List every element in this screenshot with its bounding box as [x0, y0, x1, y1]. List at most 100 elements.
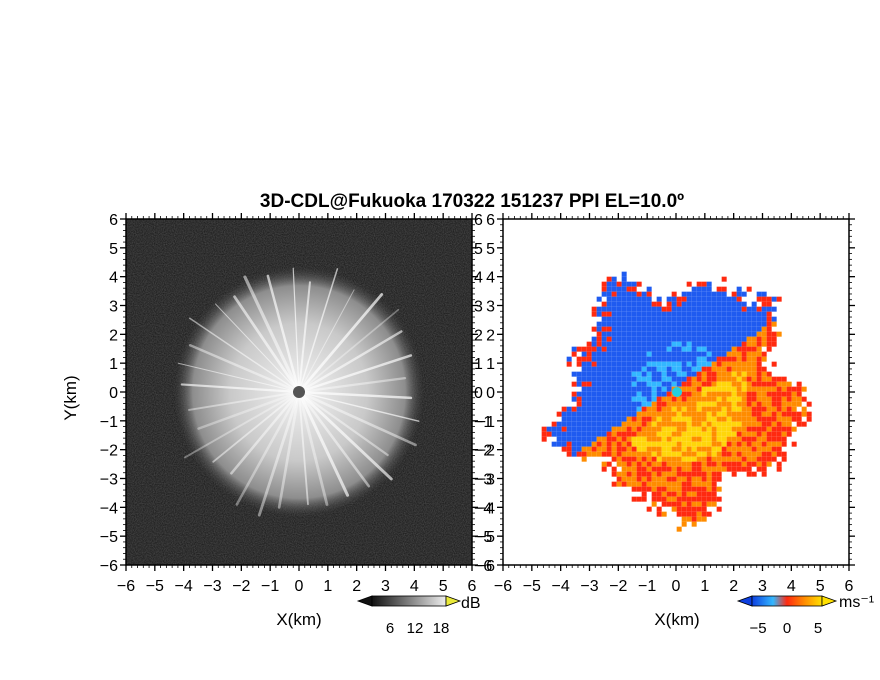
velocity-cell	[746, 351, 752, 357]
velocity-cell	[751, 326, 757, 332]
velocity-cell	[686, 471, 692, 477]
velocity-cell	[771, 451, 777, 457]
velocity-cell	[711, 306, 717, 312]
velocity-cell	[711, 501, 717, 507]
x-tick-label: −1	[638, 578, 656, 595]
velocity-cell	[736, 301, 742, 307]
velocity-cell	[731, 416, 737, 422]
velocity-cell	[641, 331, 647, 337]
velocity-cell	[716, 436, 722, 442]
velocity-cell	[726, 451, 732, 457]
velocity-cell	[786, 391, 792, 397]
velocity-cell	[631, 376, 637, 382]
velocity-cell	[731, 391, 737, 397]
velocity-cell	[711, 411, 717, 417]
velocity-cell	[796, 421, 802, 427]
velocity-cell	[681, 336, 687, 342]
velocity-cell	[786, 416, 792, 422]
velocity-cell	[626, 401, 632, 407]
velocity-cell	[731, 466, 737, 472]
velocity-cell	[701, 461, 707, 467]
velocity-cell	[706, 451, 712, 457]
velocity-cell	[736, 391, 742, 397]
velocity-cell	[736, 321, 742, 327]
velocity-cell	[626, 356, 632, 362]
velocity-cell	[646, 371, 652, 377]
y-tick-label: −2	[100, 443, 118, 460]
reflectivity-ray	[298, 391, 420, 422]
velocity-cell	[696, 366, 702, 372]
velocity-cell	[611, 366, 617, 372]
velocity-cell	[566, 411, 572, 417]
velocity-cell	[611, 361, 617, 367]
velocity-cell	[686, 461, 692, 467]
velocity-cell	[646, 286, 652, 292]
velocity-cell	[651, 451, 657, 457]
velocity-cell	[706, 361, 712, 367]
velocity-cell	[646, 386, 652, 392]
velocity-cell	[706, 496, 712, 502]
velocity-cell	[626, 336, 632, 342]
velocity-cell	[706, 286, 712, 292]
velocity-cell	[631, 426, 637, 432]
velocity-cell	[741, 391, 747, 397]
velocity-cell	[586, 411, 592, 417]
velocity-cell	[711, 396, 717, 402]
velocity-cell	[696, 311, 702, 317]
velocity-cell	[611, 341, 617, 347]
velocity-cell	[766, 411, 772, 417]
velocity-cell	[756, 331, 762, 337]
velocity-cell	[701, 431, 707, 437]
velocity-cell	[761, 336, 767, 342]
velocity-cell	[691, 451, 697, 457]
velocity-cell	[721, 441, 727, 447]
velocity-cell	[606, 391, 612, 397]
velocity-cell	[696, 291, 702, 297]
velocity-cell	[731, 471, 737, 477]
velocity-cell	[736, 396, 742, 402]
velocity-cell	[681, 386, 687, 392]
velocity-cell	[586, 421, 592, 427]
velocity-cell	[696, 351, 702, 357]
velocity-cell	[591, 361, 597, 367]
velocity-cell	[686, 451, 692, 457]
velocity-cell	[641, 381, 647, 387]
reflectivity-ray	[297, 376, 407, 394]
velocity-cell	[626, 456, 632, 462]
velocity-cell	[666, 341, 672, 347]
velocity-cell	[731, 316, 737, 322]
velocity-cell	[631, 366, 637, 372]
velocity-cell	[656, 391, 662, 397]
velocity-cell	[701, 516, 707, 522]
velocity-cell	[736, 311, 742, 317]
velocity-cell	[631, 361, 637, 367]
velocity-cell	[666, 396, 672, 402]
velocity-cell	[721, 366, 727, 372]
velocity-cell	[611, 396, 617, 402]
velocity-cell	[666, 401, 672, 407]
velocity-cell	[721, 341, 727, 347]
velocity-cell	[686, 466, 692, 472]
velocity-cell	[601, 406, 607, 412]
y-tick-label: −2	[477, 443, 495, 460]
velocity-cell	[736, 316, 742, 322]
velocity-cell	[596, 306, 602, 312]
y-tick-label: −3	[477, 472, 495, 489]
x-tick-label: 5	[439, 578, 448, 595]
velocity-cell	[736, 456, 742, 462]
velocity-cell	[661, 461, 667, 467]
velocity-cell	[716, 466, 722, 472]
velocity-cell	[636, 316, 642, 322]
velocity-cell	[616, 481, 622, 487]
velocity-cell	[661, 326, 667, 332]
velocity-cell	[681, 296, 687, 302]
velocity-cell	[686, 431, 692, 437]
velocity-cell	[601, 356, 607, 362]
velocity-cell	[711, 391, 717, 397]
velocity-cell	[666, 451, 672, 457]
velocity-cell	[616, 411, 622, 417]
velocity-cell	[726, 376, 732, 382]
velocity-cell	[601, 446, 607, 452]
x-tick-label: 2	[352, 578, 361, 595]
velocity-cell	[726, 456, 732, 462]
